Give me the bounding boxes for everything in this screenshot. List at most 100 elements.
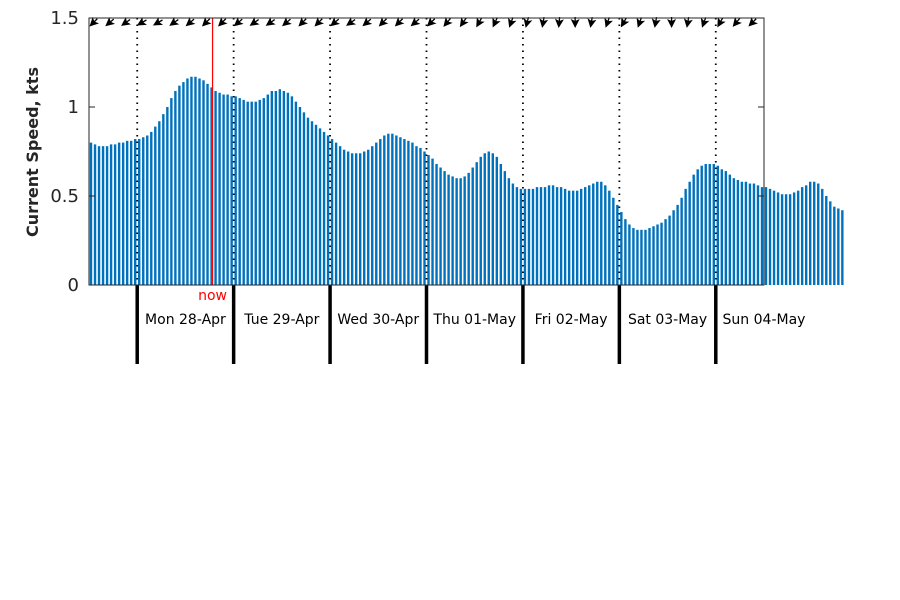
bar (270, 90, 274, 285)
bar (266, 94, 269, 285)
bar (174, 90, 177, 285)
bar (676, 204, 679, 285)
bar (483, 153, 486, 285)
bar (788, 194, 792, 285)
y-tick-label: 0 (68, 275, 79, 296)
arrow-head (89, 16, 100, 27)
bar (475, 162, 478, 285)
bar (760, 187, 764, 285)
bar (198, 78, 201, 286)
bar (684, 188, 687, 285)
bar (383, 135, 386, 285)
direction-arrow (89, 16, 100, 27)
bar (732, 178, 736, 285)
bar (728, 174, 732, 285)
bar (222, 94, 225, 285)
day-label: Thu 01-May (432, 312, 516, 328)
bar (688, 181, 691, 285)
bar (708, 163, 711, 285)
bar (736, 179, 740, 285)
direction-arrow (330, 16, 341, 27)
bar (97, 146, 101, 285)
bar (443, 171, 446, 285)
arrow-head (700, 17, 710, 28)
bar (563, 188, 567, 285)
direction-arrow (249, 17, 260, 26)
direction-arrow (443, 17, 453, 27)
day-label: Fri 02-May (535, 312, 608, 328)
bar (756, 185, 760, 285)
direction-arrows-layer (89, 16, 758, 28)
bar (447, 174, 450, 285)
bar (640, 229, 643, 285)
bar (290, 96, 294, 285)
bar (274, 90, 278, 285)
direction-arrow (105, 16, 116, 27)
bar (704, 163, 707, 285)
bars-layer (89, 76, 844, 286)
bar (837, 208, 840, 285)
bar (571, 190, 575, 285)
bar (772, 190, 776, 285)
bar (644, 229, 647, 285)
bar (439, 167, 442, 285)
arrow-head (169, 17, 180, 26)
direction-arrow (748, 16, 758, 27)
direction-arrow (362, 16, 373, 27)
bar (138, 139, 141, 285)
direction-arrow (459, 17, 469, 28)
direction-arrow (265, 17, 276, 26)
arrow-head (152, 17, 164, 26)
bar (154, 126, 157, 285)
direction-arrow (233, 16, 244, 27)
bar (511, 183, 515, 285)
arrow-head (282, 16, 292, 27)
bar (724, 171, 728, 285)
bar (515, 187, 519, 285)
arrow-head (554, 18, 564, 28)
bar (660, 222, 663, 285)
bar (238, 98, 241, 285)
bar (346, 151, 350, 285)
bar (89, 142, 93, 285)
arrow-head (523, 17, 533, 28)
bar (829, 201, 832, 285)
arrow-head (570, 19, 580, 28)
bar (391, 133, 394, 285)
bar (740, 181, 744, 285)
bar (150, 131, 153, 285)
bar (314, 124, 318, 285)
bar (278, 89, 282, 285)
arrow-head (459, 17, 469, 28)
bar (186, 78, 189, 286)
direction-arrow (201, 16, 212, 27)
direction-arrow (218, 16, 228, 27)
arrow-head (604, 17, 613, 28)
bar (354, 153, 358, 285)
direction-arrow (282, 16, 292, 27)
bar (234, 96, 237, 285)
bar (479, 156, 482, 285)
bar (507, 178, 511, 285)
bar (411, 142, 414, 285)
bar (367, 149, 370, 285)
bar (768, 188, 772, 285)
axes-layer: 0 0.5 1 1.5 (50, 8, 765, 296)
bar (764, 187, 768, 285)
bar (632, 228, 635, 285)
arrow-head (443, 17, 453, 27)
day-label: Tue 29-Apr (243, 312, 319, 328)
bar (294, 101, 298, 285)
bar (338, 146, 342, 285)
bar (796, 190, 800, 285)
bar (134, 139, 137, 285)
bar (700, 165, 703, 285)
bar (720, 169, 724, 285)
bar (451, 176, 454, 285)
arrow-head (330, 16, 341, 27)
bar (543, 187, 547, 285)
direction-arrow (732, 17, 742, 27)
bar (636, 229, 639, 285)
bar (322, 131, 326, 285)
